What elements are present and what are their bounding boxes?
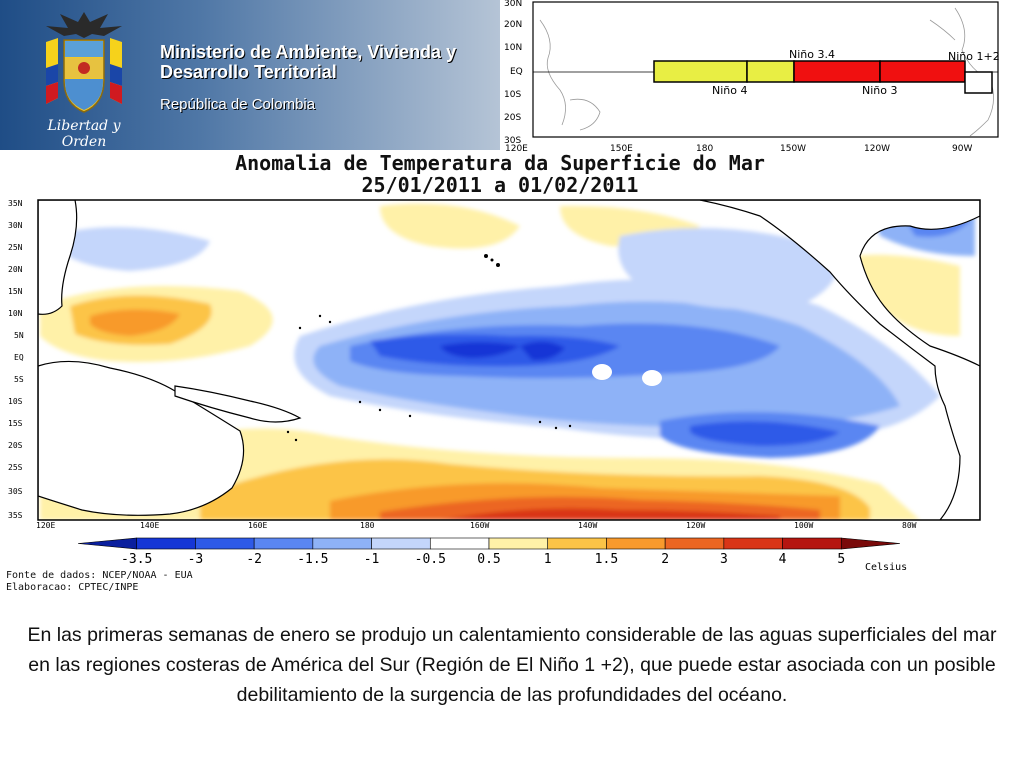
inset-lat-label: EQ [510,67,523,77]
caption-paragraph: En las primeras semanas de enero se prod… [27,624,997,706]
color-scale-unit: Celsius [865,562,907,573]
color-scale-cell [136,537,196,550]
map-lon-label: 160E [248,521,267,530]
map-lat-label: EQ [14,353,24,362]
color-scale-cell [371,537,431,550]
republic-name: República de Colombia [160,96,316,113]
nino-34-label: Niño 3.4 [789,48,835,61]
inset-lon-label: 120E [505,144,528,154]
map-lon-label: 80W [902,521,917,530]
map-lat-label: 30S [8,487,23,496]
map-lat-label: 20S [8,441,23,450]
data-source: Fonte de dados: NCEP/NOAA - EUA [6,570,193,581]
inset-lat-label: 30S [504,136,521,146]
color-scale-cell [664,537,725,550]
inset-lat-label: 30N [504,0,522,9]
data-elaboration: Elaboracao: CPTEC/INPE [6,582,139,593]
data-credits: Fonte de dados: NCEP/NOAA - EUA Elaborac… [6,570,193,594]
color-scale-label: 4 [779,552,787,567]
map-lat-label: 15N [8,287,23,296]
inset-lat-label: 20N [504,20,522,30]
inset-lon-label: 180 [696,144,713,154]
inset-lon-label: 120W [864,144,890,154]
color-scale-label: 2 [661,552,669,567]
color-scale-cell [782,537,842,550]
map-lat-label: 25N [8,243,23,252]
map-lon-label: 120E [36,521,55,530]
color-scale-cell [547,537,607,550]
map-lat-label: 20N [8,265,23,274]
map-lon-label: 100W [794,521,813,530]
motto-text: Libertad y Orden [47,118,121,150]
inset-lat-label: 10S [504,90,521,100]
color-scale-cell [840,537,901,550]
color-scale-cell [429,537,490,550]
inset-lon-label: 150E [610,144,633,154]
color-scale-cell [606,537,666,550]
sst-title-line-1: Anomalia de Temperatura da Superficie do… [235,151,765,175]
map-lat-label: 25S [8,463,23,472]
color-scale-cell [77,537,138,550]
sst-color-scale: -3.5 -3 -2 -1.5 -1 -0.5 0.5 1 1.5 2 3 4 5 Celsius [77,537,907,573]
map-lon-label: 140E [140,521,159,530]
sst-anomaly-map: 35N 30N 25N 20N 15N 10N 5N EQ 5S 10S 15S… [8,199,981,530]
ministry-line-2: Desarrollo Territorial [160,62,337,82]
inset-lon-label: 90W [952,144,972,154]
map-lat-label: 10N [8,309,23,318]
color-scale-cell [195,537,255,550]
color-scale-cell [312,537,372,550]
map-lat-label: 30N [8,221,23,230]
nino-34-west-region [746,60,795,83]
ministry-banner: Libertad y Orden Ministerio de Ambiente,… [0,0,500,150]
color-scale-label: -1 [364,552,380,567]
color-scale-cell [723,537,783,550]
ministry-name: Ministerio de Ambiente, Vivienda y Desar… [160,42,490,82]
ministry-line-1: Ministerio de Ambiente, Vivienda y [160,42,457,62]
map-lat-label: 10S [8,397,23,406]
color-scale-label: -2 [246,552,262,567]
color-scale-label: -3.5 [121,552,152,567]
color-scale-label: -0.5 [415,552,446,567]
inset-lon-label: 150W [780,144,806,154]
nino-4-label: Niño 4 [712,84,747,97]
color-scale-label: 5 [837,552,845,567]
nino-3-region [879,60,966,83]
color-scale-label: 1.5 [595,552,618,567]
color-scale-cell [253,537,314,550]
coat-of-arms-logo [46,12,122,113]
map-lat-label: 15S [8,419,23,428]
color-scale-label: -3 [188,552,204,567]
sst-title-line-2: 25/01/2011 a 01/02/2011 [361,173,639,197]
color-scale-cell [488,537,549,550]
nino-regions-map: 30N 20N 10N EQ 10S 20S 30S 120E 150E 180… [504,0,1000,154]
nino-12-label: Niño 1+2 [948,50,1000,63]
map-lon-label: 160W [470,521,489,530]
color-scale-label: 1 [544,552,552,567]
nino-12-region [964,71,993,94]
color-scale-label: -1.5 [297,552,328,567]
map-lat-label: 35N [8,199,23,208]
nino-3-label: Niño 3 [862,84,897,97]
inset-lat-label: 20S [504,113,521,123]
nino-4-region [653,60,748,83]
color-scale-label: 3 [720,552,728,567]
map-lat-label: 5N [14,331,24,340]
nino-34-east-region [793,60,881,83]
map-lat-label: 5S [14,375,24,384]
map-lon-label: 140W [578,521,597,530]
map-lon-label: 180 [360,521,375,530]
inset-lat-label: 10N [504,43,522,53]
map-lon-label: 120W [686,521,705,530]
color-scale-label: 0.5 [477,552,500,567]
sst-map-title: Anomalia de Temperatura da Superficie do… [150,152,850,196]
map-lat-label: 35S [8,511,23,520]
